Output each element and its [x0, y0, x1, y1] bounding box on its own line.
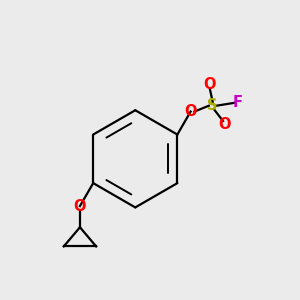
Text: F: F: [233, 95, 243, 110]
Text: O: O: [74, 199, 86, 214]
Text: S: S: [207, 98, 218, 113]
Text: O: O: [218, 117, 231, 132]
Text: O: O: [203, 77, 216, 92]
Text: O: O: [184, 104, 197, 119]
